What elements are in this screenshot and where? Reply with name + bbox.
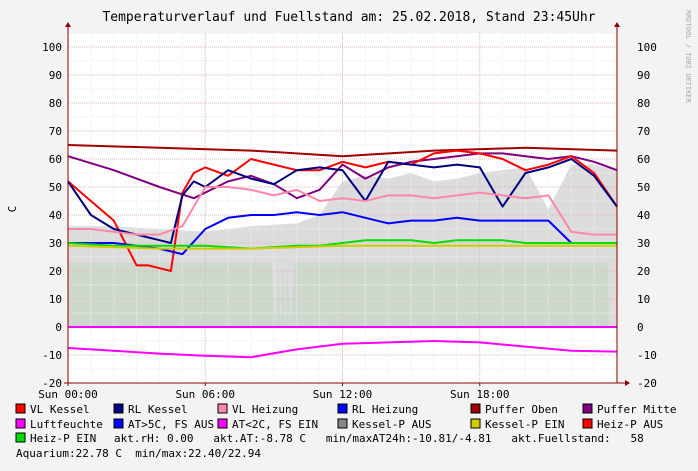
legend-item: Kessel-P EIN <box>470 418 564 431</box>
legend-item: Puffer Oben <box>470 403 558 416</box>
legend-swatch <box>582 403 593 414</box>
watermark: RRDTOOL / TOBI OETIKER <box>684 10 692 104</box>
legend-swatch <box>15 432 26 443</box>
status-line: akt.rH: 0.00 akt.AT:-8.78 C min/maxAT24h… <box>114 432 644 445</box>
y-tick-label-right: -10 <box>637 349 657 362</box>
x-axis-arrow <box>625 380 630 386</box>
legend-label: Luftfeuchte <box>30 418 103 431</box>
y-tick-label-right: 70 <box>637 125 650 138</box>
legend-item: Heiz-P AUS <box>582 418 663 431</box>
y-axis-arrow-right <box>614 22 620 27</box>
legend-label: Kessel-P EIN <box>485 418 564 431</box>
x-tick-label: Sun 12:00 <box>313 388 373 401</box>
y-tick-label-right: 90 <box>637 69 650 82</box>
legend-item: Heiz-P EIN <box>15 432 96 445</box>
series-layer <box>67 144 618 359</box>
y-tick-label-right: 100 <box>637 41 657 54</box>
legend-label: RL Heizung <box>352 403 418 416</box>
y-tick-label-left: -10 <box>42 349 62 362</box>
y-tick-label-right: 80 <box>637 97 650 110</box>
legend-item: VL Heizung <box>217 403 298 416</box>
y-tick-label-right: 10 <box>637 293 650 306</box>
y-tick-label-right: 30 <box>637 237 650 250</box>
x-tick-label: Sun 06:00 <box>175 388 235 401</box>
legend-swatch <box>113 418 124 429</box>
y-tick-label-left: 30 <box>49 237 62 250</box>
y-tick-label-left: 90 <box>49 69 62 82</box>
legend-item: AT>5C, FS AUS <box>113 418 214 431</box>
legend-swatch <box>15 403 26 414</box>
y-tick-label-left: 50 <box>49 181 62 194</box>
y-tick-label-right: 50 <box>637 181 650 194</box>
legend-item: AT<2C, FS EIN <box>217 418 318 431</box>
y-tick-label-right: -20 <box>637 377 657 390</box>
footer-line: Aquarium:22.78 C min/max:22.40/22.94 <box>16 447 261 460</box>
legend-label: VL Heizung <box>232 403 298 416</box>
legend-swatch <box>113 403 124 414</box>
legend-swatch <box>337 403 348 414</box>
legend-item: VL Kessel <box>15 403 90 416</box>
legend-label: AT<2C, FS EIN <box>232 418 318 431</box>
legend-item: Puffer Mitte <box>582 403 676 416</box>
y-tick-label-left: 80 <box>49 97 62 110</box>
y-axis-label: C <box>6 206 19 213</box>
y-tick-label-left: -20 <box>42 377 62 390</box>
legend-item: Luftfeuchte <box>15 418 103 431</box>
legend-swatch <box>15 418 26 429</box>
y-tick-label-right: 60 <box>637 153 650 166</box>
x-tick-label: Sun 18:00 <box>450 388 510 401</box>
series-line-rl-kessel <box>67 158 618 244</box>
legend-swatch <box>217 418 228 429</box>
legend-label: VL Kessel <box>30 403 90 416</box>
legend: VL Kessel RL Kessel VL Heizung RL Heizung Pu… <box>15 403 676 445</box>
series-line-puffer-oben <box>67 144 618 158</box>
legend-label: RL Kessel <box>128 403 188 416</box>
y-tick-label-left: 100 <box>42 41 62 54</box>
legend-label: Heiz-P EIN <box>30 432 96 445</box>
y-tick-label-left: 20 <box>49 265 62 278</box>
series-line-heiz-p-ein <box>67 239 617 250</box>
series-line-kessel-p-ein <box>67 244 617 250</box>
y-tick-label-right: 0 <box>637 321 644 334</box>
series-line-at-2c-fs-ein <box>67 340 618 359</box>
legend-label: Puffer Oben <box>485 403 558 416</box>
series-line-vl-heizung <box>68 186 617 236</box>
legend-label: Kessel-P AUS <box>352 418 431 431</box>
legend-swatch <box>582 418 593 429</box>
y-tick-label-right: 40 <box>637 209 650 222</box>
legend-label: AT>5C, FS AUS <box>128 418 214 431</box>
y-axis-arrow-left <box>65 22 71 27</box>
legend-item: RL Heizung <box>337 403 418 416</box>
legend-label: Puffer Mitte <box>597 403 676 416</box>
y-tick-label-left: 40 <box>49 209 62 222</box>
x-tick-label: Sun 00:00 <box>38 388 98 401</box>
y-tick-label-left: 10 <box>49 293 62 306</box>
legend-swatch <box>217 403 228 414</box>
legend-swatch <box>470 403 481 414</box>
y-tick-label-left: 60 <box>49 153 62 166</box>
y-tick-label-right: 20 <box>637 265 650 278</box>
legend-item: Kessel-P AUS <box>337 418 431 431</box>
legend-swatch <box>337 418 348 429</box>
legend-item: RL Kessel <box>113 403 188 416</box>
y-tick-label-left: 70 <box>49 125 62 138</box>
legend-swatch <box>470 418 481 429</box>
chart-title: Temperaturverlauf und Fuellstand am: 25.… <box>102 10 595 25</box>
y-tick-label-left: 0 <box>55 321 62 334</box>
series-line-vl-kessel <box>67 149 618 272</box>
series-line-puffer-mitte <box>67 152 618 200</box>
legend-label: Heiz-P AUS <box>597 418 663 431</box>
